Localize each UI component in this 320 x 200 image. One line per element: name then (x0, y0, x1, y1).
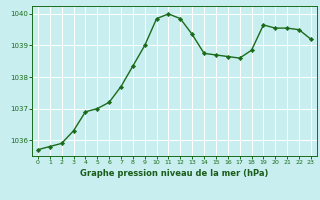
X-axis label: Graphe pression niveau de la mer (hPa): Graphe pression niveau de la mer (hPa) (80, 169, 268, 178)
